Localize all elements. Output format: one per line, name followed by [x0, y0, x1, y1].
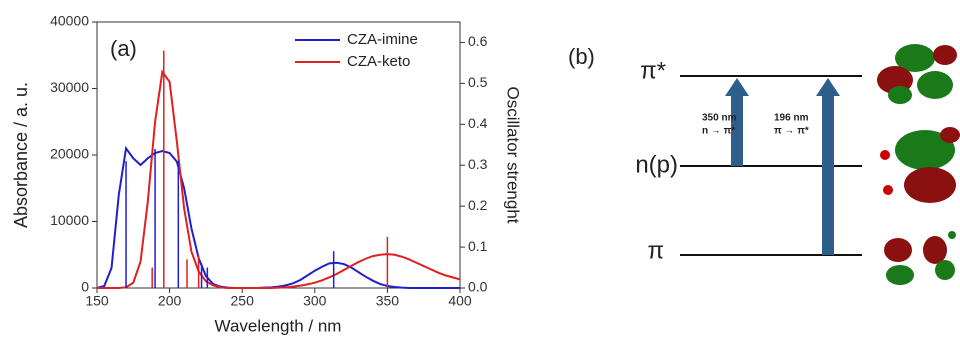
y2-tick-label: 0.2: [468, 197, 488, 213]
y2-tick-label: 0.3: [468, 156, 488, 172]
y-tick-label: 40000: [50, 13, 89, 29]
legend-label: CZA-imine: [347, 31, 418, 48]
y2-tick-label: 0.5: [468, 74, 488, 90]
y2-tick-label: 0.0: [468, 279, 488, 295]
x-tick-label: 200: [158, 293, 182, 309]
legend-label: CZA-keto: [347, 53, 410, 70]
y2-tick-label: 0.1: [468, 238, 488, 254]
spectrum-line: [97, 72, 460, 288]
y-tick-label: 30000: [50, 79, 89, 95]
y-tick-label: 0: [81, 279, 89, 295]
panel-label: (a): [110, 36, 137, 61]
transition-label: π → π*: [774, 126, 809, 137]
arrow-head: [816, 78, 840, 96]
y-tick-label: 20000: [50, 146, 89, 162]
x-tick-label: 250: [231, 293, 255, 309]
x-tick-label: 400: [448, 293, 472, 309]
y2-axis-label: Oscillator strenght: [504, 87, 523, 224]
arrow-head: [725, 78, 749, 96]
x-tick-label: 300: [303, 293, 327, 309]
transition-wavelength: 196 nm: [774, 113, 809, 124]
transition-wavelength: 350 nm: [702, 113, 737, 124]
y-axis-label: Absorbance / a. u.: [11, 82, 31, 228]
level-label: π*: [640, 57, 666, 84]
orbital-images: [877, 44, 960, 285]
y2-tick-label: 0.6: [468, 33, 488, 49]
x-tick-label: 350: [376, 293, 400, 309]
arrow-shaft: [822, 94, 834, 255]
energy-diagram: (b) π* n(p) π 350 nm n → π* 196 nm π → π…: [568, 44, 960, 285]
y-tick-label: 10000: [50, 212, 89, 228]
figure: (b) π* n(p) π 350 nm n → π* 196 nm π → π…: [0, 0, 960, 340]
level-label: n(p): [635, 151, 678, 178]
level-label: π: [647, 237, 664, 264]
transition-label: n → π*: [702, 126, 735, 137]
y2-tick-label: 0.4: [468, 115, 488, 131]
x-axis-label: Wavelength / nm: [215, 316, 342, 335]
panel-label: (b): [568, 44, 595, 69]
x-tick-label: 150: [85, 293, 109, 309]
